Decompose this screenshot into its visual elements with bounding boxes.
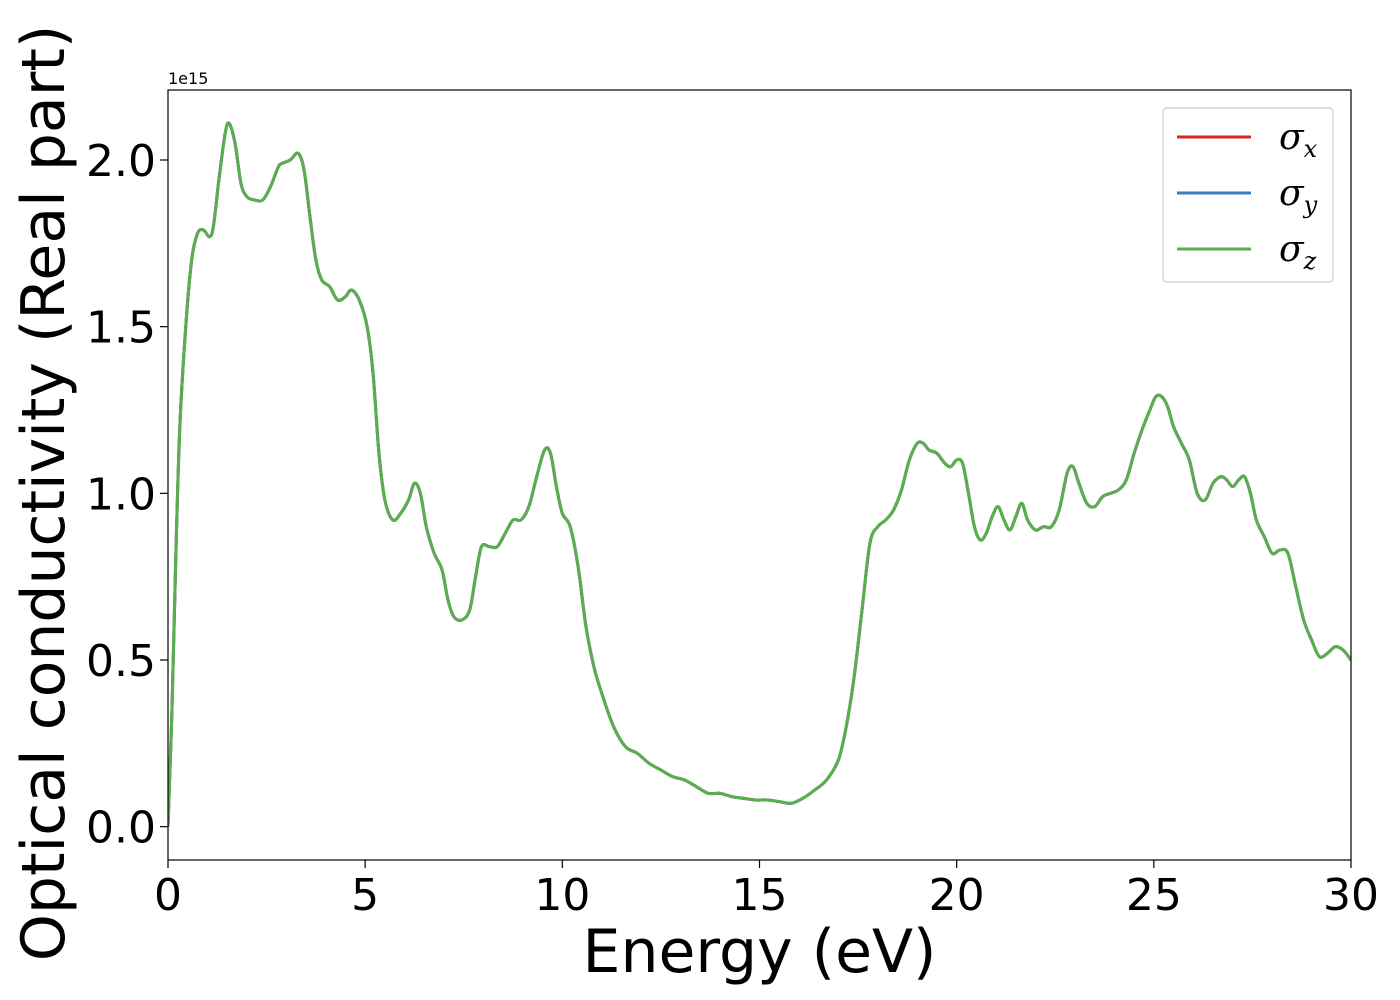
series-lines <box>168 121 1351 827</box>
y-tick-label: 1.0 <box>86 469 156 520</box>
series-line-z <box>168 121 1351 827</box>
x-tick-label: 0 <box>154 870 182 921</box>
x-tick-label: 10 <box>534 870 590 921</box>
x-tick-label: 30 <box>1323 870 1379 921</box>
y-tick-label: 0.5 <box>86 636 156 687</box>
legend-entry-x: σx <box>1279 117 1318 163</box>
y-tick-label: 1.5 <box>86 303 156 354</box>
y-offset-label: 1e15 <box>168 69 208 88</box>
x-axis-ticks: 0 5 10 15 20 25 30 <box>154 860 1379 921</box>
y-tick-label: 0.0 <box>86 803 156 854</box>
x-axis-label: Energy (eV) <box>583 917 937 987</box>
x-tick-label: 15 <box>732 870 788 921</box>
legend-box <box>1162 107 1334 283</box>
x-tick-label: 25 <box>1126 870 1182 921</box>
y-tick-label: 2.0 <box>86 136 156 187</box>
x-tick-label: 5 <box>351 870 379 921</box>
x-tick-label: 20 <box>929 870 985 921</box>
y-axis-ticks: 0.0 0.5 1.0 1.5 2.0 <box>86 136 168 854</box>
y-axis-label: Optical conductivity (Real part) <box>9 25 79 962</box>
